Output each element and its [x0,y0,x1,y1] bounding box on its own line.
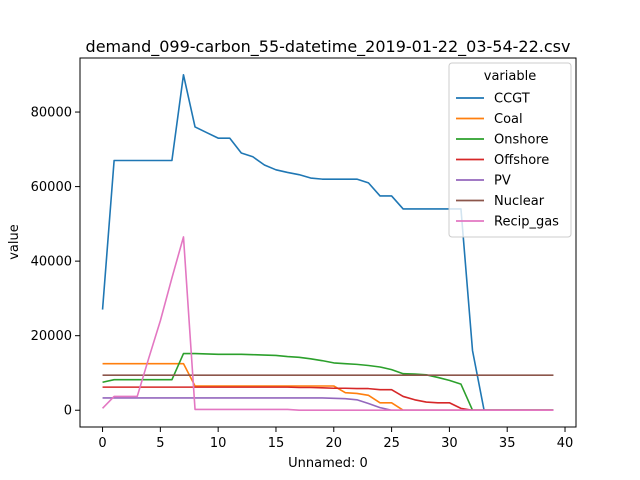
legend-entry-recip-gas: Recip_gas [494,215,559,230]
legend-entry-coal: Coal [494,112,523,127]
series-layer [101,73,554,412]
legend-entry-nuclear: Nuclear [494,194,545,209]
y-axis-label: value [7,224,22,260]
y-tick-label: 0 [64,404,72,419]
x-tick-label: 10 [210,436,227,451]
legend-entry-ccgt: CCGT [494,92,530,107]
legend-entry-onshore: Onshore [494,133,549,148]
x-tick-label: 15 [268,436,285,451]
chart-title: demand_099-carbon_55-datetime_2019-01-22… [86,37,571,57]
y-tick-label: 80000 [31,106,72,121]
x-tick-label: 25 [383,436,400,451]
x-tick-label: 20 [326,436,343,451]
legend-entry-offshore: Offshore [494,153,549,168]
series-line-ccgt [101,73,554,412]
y-tick-label: 40000 [31,255,72,270]
x-axis-ticks: 0 5 10 15 20 25 30 35 40 [98,427,573,451]
x-tick-label: 5 [156,436,164,451]
x-tick-label: 0 [98,436,106,451]
y-axis-ticks: 0 20000 40000 60000 80000 [31,106,80,419]
legend-title: variable [484,69,536,84]
x-tick-label: 30 [441,436,458,451]
x-tick-label: 40 [557,436,574,451]
legend-entry-pv: PV [494,174,511,189]
x-axis-label: Unnamed: 0 [288,456,368,471]
y-tick-label: 20000 [31,329,72,344]
legend-items: CCGT Coal Onshore Offshore PV Nuclear Recip_ga… [456,92,559,230]
plot-frame [79,57,577,428]
legend: variable CCGT Coal Onshore Offshore PV Nuclea… [448,62,572,238]
legend-box [448,62,572,238]
y-tick-label: 60000 [31,180,72,195]
series-line-recip-gas [101,236,554,412]
x-tick-label: 35 [499,436,516,451]
